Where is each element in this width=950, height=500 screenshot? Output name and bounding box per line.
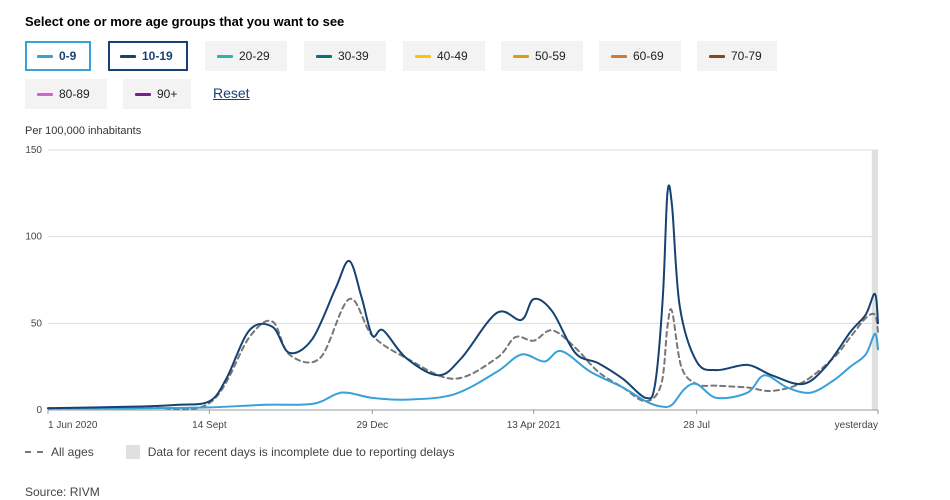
incomplete-data-band <box>871 150 878 410</box>
x-tick-label: yesterday <box>835 420 878 431</box>
series-swatch-icon <box>513 54 529 58</box>
x-tick-label: 1 Jun 2020 <box>48 420 98 431</box>
series-swatch-icon <box>611 54 627 58</box>
series-swatch-icon <box>217 54 233 58</box>
line-chart: 0 50 100 150 1 Jun 2020 14 Sept 29 Dec 13 Apr 2… <box>25 145 879 431</box>
y-tick-label: 50 <box>31 318 43 329</box>
series-swatch-icon <box>316 54 332 58</box>
incomplete-band-icon <box>125 445 140 459</box>
age-chip-30-39[interactable]: 30-39 <box>304 41 386 71</box>
y-tick-label: 150 <box>25 145 42 156</box>
page-title: Select one or more age groups that you w… <box>25 14 345 29</box>
age-chip-label: 80-89 <box>59 87 90 101</box>
age-chip-label: 70-79 <box>731 49 762 63</box>
age-chip-50-59[interactable]: 50-59 <box>501 41 583 71</box>
x-tick-label: 29 Dec <box>356 420 388 431</box>
age-chip-80-89[interactable]: 80-89 <box>25 79 107 109</box>
series-line-10-19 <box>47 184 879 410</box>
age-chip-label: 60-69 <box>633 49 664 63</box>
series-line-0-9 <box>47 332 879 410</box>
age-chip-60-69[interactable]: 60-69 <box>599 41 681 71</box>
x-tick-label: 13 Apr 2021 <box>507 420 561 431</box>
y-axis-unit-label: Per 100,000 inhabitants <box>25 125 142 137</box>
legend-incomplete-data: Data for recent days is incomplete due t… <box>147 445 455 459</box>
age-chip-label: 20-29 <box>239 49 270 63</box>
source-note: Source: RIVM <box>25 485 100 499</box>
legend-all-ages: All ages <box>51 445 94 459</box>
age-chip-90-plus[interactable]: 90+ <box>123 79 191 109</box>
age-chip-0-9[interactable]: 0-9 <box>25 41 91 71</box>
series-line-all-ages <box>47 298 879 411</box>
x-tick-label: 14 Sept <box>192 420 227 431</box>
age-chip-10-19[interactable]: 10-19 <box>108 41 188 71</box>
age-chip-label: 50-59 <box>535 49 566 63</box>
series-swatch-icon <box>415 54 431 58</box>
y-tick-label: 100 <box>25 232 42 243</box>
dashed-line-icon <box>25 451 43 453</box>
y-tick-label: 0 <box>36 405 42 416</box>
series-swatch-icon <box>37 92 53 96</box>
series-swatch-icon <box>135 92 151 96</box>
chart-legend: All ages Data for recent days is incompl… <box>25 445 455 459</box>
age-chip-label: 40-49 <box>437 49 468 63</box>
age-chip-label: 30-39 <box>338 49 369 63</box>
age-chip-40-49[interactable]: 40-49 <box>403 41 485 71</box>
age-chip-20-29[interactable]: 20-29 <box>205 41 287 71</box>
reset-link[interactable]: Reset <box>213 85 250 101</box>
age-chip-70-79[interactable]: 70-79 <box>697 41 777 71</box>
age-chip-label: 10-19 <box>142 49 173 63</box>
age-chip-label: 0-9 <box>59 49 77 63</box>
series-swatch-icon <box>120 54 136 58</box>
series-swatch-icon <box>37 54 53 58</box>
age-chip-label: 90+ <box>157 87 178 101</box>
x-tick-label: 28 Jul <box>683 420 710 431</box>
series-swatch-icon <box>709 54 725 58</box>
